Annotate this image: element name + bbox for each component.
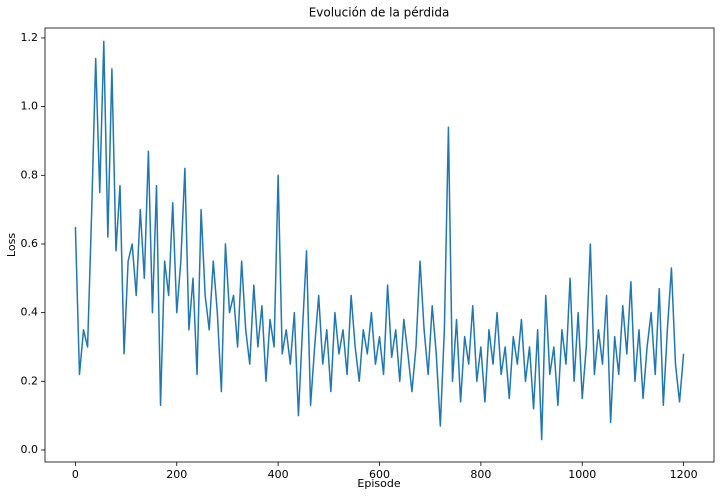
x-tick-label: 200: [166, 468, 187, 481]
y-tick-label: 1.2: [21, 31, 39, 44]
chart-title: Evolución de la pérdida: [309, 6, 450, 20]
plot-frame: [44, 27, 715, 463]
x-tick-label: 1200: [670, 468, 698, 481]
y-tick-label: 1.0: [21, 100, 39, 113]
x-tick-label: 0: [72, 468, 79, 481]
y-tick-label: 0.8: [21, 168, 39, 181]
x-axis-label: Episode: [357, 477, 400, 490]
x-tick-label: 600: [369, 468, 390, 481]
loss-line: [74, 40, 685, 441]
y-tick-label: 0.0: [21, 443, 39, 456]
y-axis-label: Loss: [5, 233, 18, 257]
y-tick-label: 0.4: [21, 306, 39, 319]
x-tick-label: 800: [470, 468, 491, 481]
y-tick-label: 0.6: [21, 237, 39, 250]
y-tick-label: 0.2: [21, 374, 39, 387]
x-tick-label: 400: [268, 468, 289, 481]
x-tick-label: 1000: [568, 468, 596, 481]
